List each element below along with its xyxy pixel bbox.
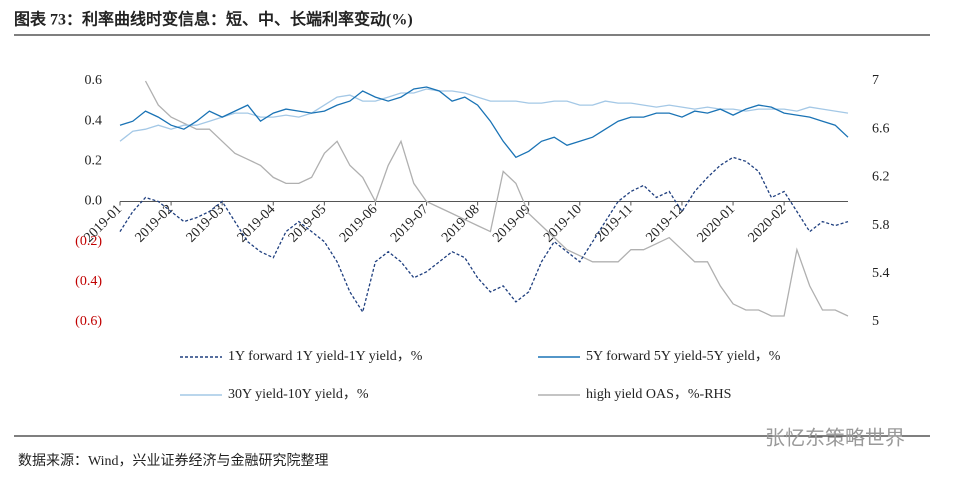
y-tick-label: (0.6) xyxy=(75,314,102,329)
x-tick-label: 2019-03 xyxy=(184,202,228,246)
series-line xyxy=(144,80,849,317)
y-tick-label: 0.4 xyxy=(85,113,103,128)
y2-tick-label: 6.2 xyxy=(872,170,890,185)
watermark: 张忆东策略世界 xyxy=(765,427,905,450)
y-tick-label: (0.4) xyxy=(75,274,102,289)
legend-label: 1Y forward 1Y yield-1Y yield，% xyxy=(228,349,423,364)
x-tick-label: 2020-02 xyxy=(746,202,790,246)
chart-title: 图表 73：利率曲线时变信息：短、中、长端利率变动(%) xyxy=(14,10,413,29)
source: 数据来源：Wind，兴业证券经济与金融研究院整理 xyxy=(18,453,329,469)
y2-tick-label: 5.8 xyxy=(872,218,890,233)
x-tick-label: 2019-05 xyxy=(286,202,330,246)
legend-label: 30Y yield-10Y yield，% xyxy=(228,387,369,402)
x-tick-label: 2019-02 xyxy=(133,202,177,246)
x-tick-label: 2019-04 xyxy=(235,202,279,246)
legend-label: high yield OAS，%-RHS xyxy=(586,387,731,402)
series-line xyxy=(119,88,849,142)
x-tick-label: 2019-06 xyxy=(337,202,381,246)
y-tick-label: 0.0 xyxy=(85,194,103,209)
y-tick-label: (0.2) xyxy=(75,234,102,249)
y2-tick-label: 5.4 xyxy=(872,266,890,281)
y-tick-label: 0.6 xyxy=(85,73,103,88)
x-tick-label: 2020-01 xyxy=(695,202,739,246)
y2-tick-label: 6.6 xyxy=(872,121,890,136)
x-tick-label: 2019-07 xyxy=(388,202,432,246)
legend-label: 5Y forward 5Y yield-5Y yield，% xyxy=(586,349,781,364)
series-line xyxy=(119,86,849,159)
y2-tick-label: 5 xyxy=(872,314,879,329)
y-tick-label: 0.2 xyxy=(85,154,103,169)
x-tick-label: 2019-08 xyxy=(439,202,483,246)
y2-tick-label: 7 xyxy=(872,73,879,88)
series-line xyxy=(119,156,849,314)
x-tick-label: 2019-10 xyxy=(541,202,585,246)
